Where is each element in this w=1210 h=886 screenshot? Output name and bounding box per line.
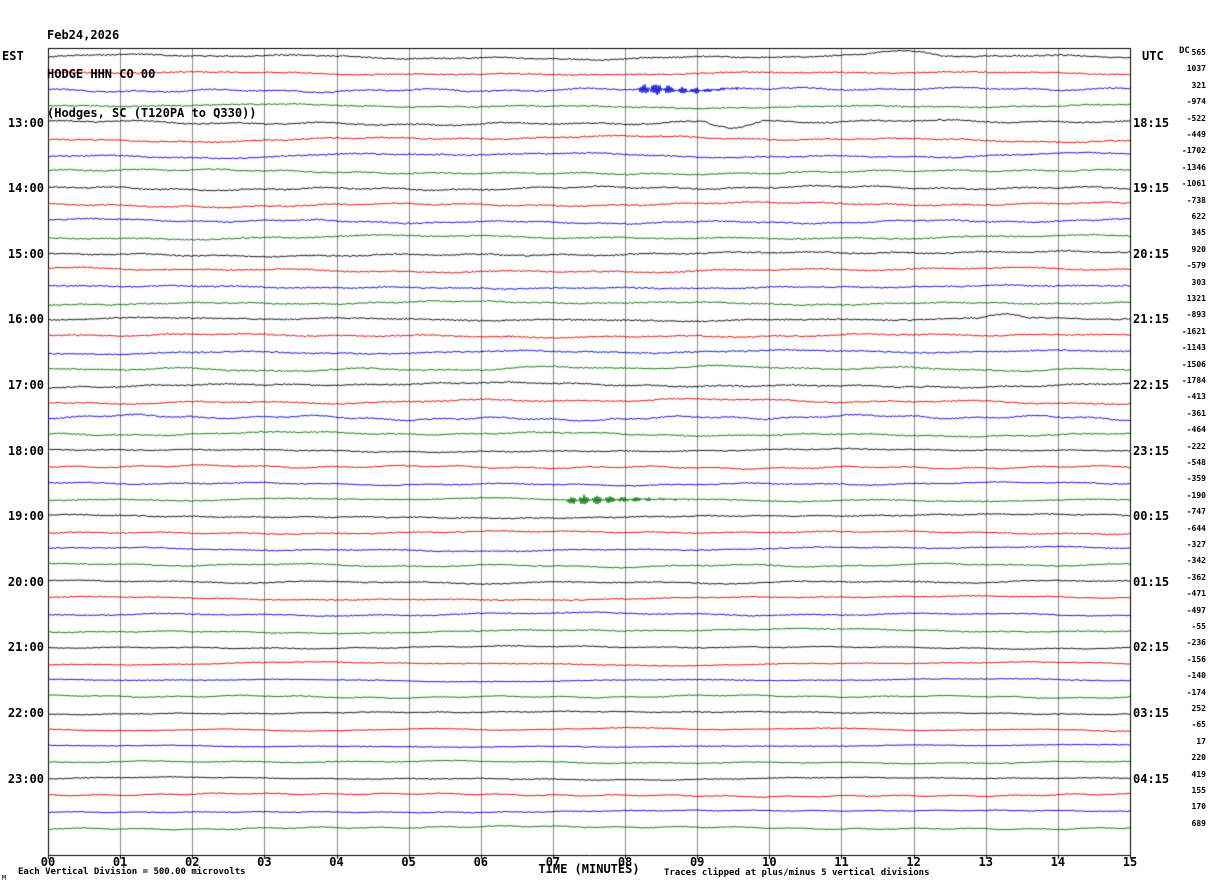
est-hour-label: 20:00: [7, 574, 44, 589]
est-hour-label: 22:00: [7, 706, 44, 720]
clip-note: Traces clipped at plus/minus 5 vertical …: [664, 868, 930, 878]
x-tick-label: 01: [112, 855, 128, 869]
dc-offset-value: -359: [1186, 474, 1206, 484]
dc-offset-value: -471: [1186, 589, 1206, 599]
dc-offset-value: -156: [1186, 654, 1206, 664]
x-tick-label: 11: [834, 855, 849, 869]
dc-offset-value: 252: [1191, 704, 1206, 713]
dc-offset-value: 17: [1196, 736, 1206, 746]
dc-offset-value: -1506: [1181, 359, 1206, 369]
utc-hour-label: 04:15: [1133, 771, 1170, 786]
dc-offset-value: -65: [1191, 720, 1206, 730]
est-hour-label: 13:00: [7, 115, 44, 130]
dc-offset-value: -140: [1186, 671, 1206, 681]
dc-offset-value: -548: [1186, 458, 1206, 467]
dc-offset-value: -55: [1191, 622, 1206, 631]
x-tick-label: 08: [617, 855, 633, 869]
x-tick-label: 13: [978, 855, 993, 869]
dc-offset-value: -361: [1186, 408, 1206, 418]
x-tick-label: 03: [257, 855, 272, 869]
dc-offset-value: -1621: [1181, 326, 1206, 336]
utc-hour-label: 22:15: [1133, 378, 1170, 392]
dc-offset-value: -579: [1186, 261, 1206, 271]
dc-offset-value: 689: [1191, 818, 1206, 828]
x-tick-label: 09: [689, 855, 705, 869]
dc-offset-value: -190: [1186, 490, 1206, 500]
est-hour-label: 16:00: [7, 312, 44, 327]
dc-offset-value: -1143: [1181, 343, 1206, 353]
dc-offset-value: -449: [1186, 130, 1206, 139]
dc-offset-value: -236: [1186, 638, 1206, 648]
corner-mark: M: [2, 874, 7, 882]
dc-offset-value: -1061: [1181, 179, 1206, 189]
utc-hour-label: 03:15: [1133, 706, 1170, 720]
utc-hour-label: 23:15: [1133, 443, 1170, 458]
dc-offset-value: -342: [1186, 556, 1206, 566]
x-tick-label: 02: [185, 855, 200, 869]
est-hour-label: 14:00: [7, 181, 44, 196]
utc-hour-label: 00:15: [1133, 509, 1170, 524]
dc-offset-value: -464: [1186, 425, 1206, 435]
dc-offset-value: -497: [1186, 605, 1206, 615]
title-block: Feb24,2026 HODGE HHN CO 00 (Hodges, SC (…: [47, 3, 257, 146]
dc-offset-value: 345: [1191, 228, 1206, 238]
x-tick-label: 10: [762, 855, 777, 869]
dc-offset-value: -1784: [1181, 376, 1206, 385]
utc-hour-label: 02:15: [1133, 640, 1170, 655]
x-tick-label: 04: [329, 855, 344, 869]
est-hour-label: 15:00: [7, 246, 44, 261]
est-hour-label: 21:00: [7, 640, 44, 655]
dc-offset-value: -1346: [1181, 162, 1206, 172]
x-tick-label: 06: [473, 855, 489, 869]
dc-offset-value: 419: [1191, 769, 1206, 779]
dc-offset-value: -362: [1186, 572, 1206, 582]
title-station: HODGE HHN CO 00: [47, 67, 156, 81]
dc-offset-value: -1702: [1181, 146, 1206, 156]
utc-hour-label: 20:15: [1133, 246, 1170, 261]
dc-offset-value: 155: [1191, 786, 1206, 795]
dc-offset-value: 1321: [1186, 294, 1206, 303]
est-hour-label: 18:00: [7, 443, 44, 458]
dc-offset-value: -738: [1186, 195, 1206, 205]
est-hour-label: 19:00: [7, 509, 44, 524]
x-tick-label: 07: [545, 855, 561, 869]
x-tick-label: 00: [40, 855, 56, 869]
dc-offset-value: 170: [1191, 802, 1206, 812]
right-timezone-label: UTC: [1142, 49, 1164, 63]
dc-offset-value: 303: [1191, 277, 1206, 287]
est-hour-label: 23:00: [7, 771, 44, 786]
dc-offset-value: -747: [1186, 507, 1206, 517]
scale-note: Each Vertical Division = 500.00 microvol…: [18, 867, 246, 877]
dc-offset-value: 220: [1191, 753, 1206, 763]
dc-offset-value: -327: [1186, 540, 1206, 549]
title-location: (Hodges, SC (T120PA to Q330)): [47, 106, 257, 120]
x-tick-label: 15: [1122, 855, 1138, 869]
x-axis-title: TIME (MINUTES): [538, 862, 640, 876]
dc-offset-value: -644: [1186, 523, 1206, 533]
dc-offset-value: -413: [1186, 392, 1206, 402]
utc-hour-label: 19:15: [1133, 181, 1170, 196]
dc-offset-value: 622: [1191, 212, 1206, 221]
utc-hour-label: 01:15: [1133, 574, 1170, 589]
est-hour-label: 17:00: [7, 378, 44, 392]
x-tick-label: 05: [401, 855, 416, 869]
left-timezone-label: EST: [2, 49, 24, 63]
x-tick-label: 14: [1050, 855, 1066, 869]
dc-offset-value: -522: [1186, 113, 1206, 123]
title-date: Feb24,2026: [47, 28, 120, 42]
dc-offset-header: DC: [1179, 46, 1190, 56]
dc-offset-value: -893: [1186, 310, 1206, 320]
dc-offset-value: 565: [1191, 48, 1206, 57]
dc-offset-value: -222: [1186, 441, 1206, 451]
dc-offset-value: -174: [1186, 687, 1206, 697]
dc-offset-value: 321: [1191, 80, 1206, 90]
x-tick-label: 12: [906, 855, 921, 869]
utc-hour-label: 21:15: [1133, 312, 1170, 327]
utc-hour-label: 18:15: [1133, 115, 1170, 130]
dc-offset-value: -974: [1186, 97, 1206, 107]
dc-offset-value: 920: [1191, 244, 1206, 254]
dc-offset-value: 1037: [1186, 64, 1206, 74]
